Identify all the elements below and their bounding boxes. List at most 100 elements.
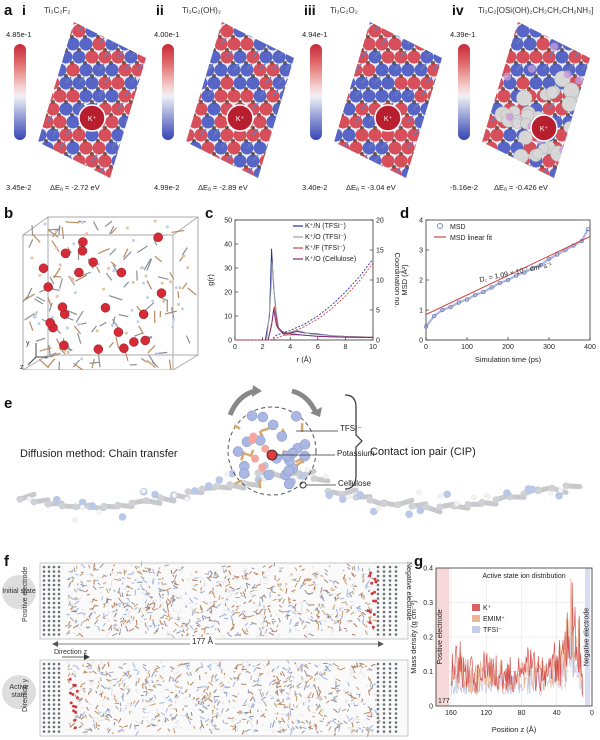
series-line <box>235 308 374 341</box>
y-tick-label: 10 <box>224 314 232 321</box>
x-tick-label: 400 <box>584 344 596 351</box>
legend-swatch <box>437 223 443 229</box>
series-line <box>235 262 374 341</box>
k-ion <box>138 309 149 320</box>
legend-swatch <box>472 604 480 611</box>
k-ion <box>368 610 372 614</box>
y-axis-title: MSD (Å²) <box>400 264 409 296</box>
oxygen-atom <box>151 490 159 499</box>
legend-entry: K⁺/F (TFSI⁻) <box>305 245 345 252</box>
msd-point <box>423 324 429 329</box>
adsorption-energy: ΔEₐ = -3.04 eV <box>346 183 396 192</box>
x-tick-label: 200 <box>502 344 514 351</box>
chart-title: Active state ion distribution <box>482 573 565 580</box>
msd-point <box>555 252 560 257</box>
k-ion <box>72 709 76 713</box>
subpanel-i: i Ti₃C₂F₂ 4.85e-1 3.45e-2 ΔEₐ = -2.72 eV K⁺ <box>4 0 152 200</box>
msd-point <box>456 300 461 305</box>
legend-entry: K⁺/O (Cellulose) <box>305 256 356 263</box>
tfsi-atom <box>267 419 279 431</box>
legend-entry: MSD linear fit <box>450 235 492 242</box>
oxygen-atom <box>191 487 199 495</box>
y-tick-label: 0 <box>228 338 232 345</box>
potassium-ion-label: K⁺ <box>236 116 245 123</box>
k-ion <box>75 696 79 700</box>
panel-a-label: a <box>4 2 13 19</box>
panel-d-label: d <box>400 205 410 222</box>
panel-b-label: b <box>4 205 14 222</box>
tfsi-atom <box>257 411 269 423</box>
formula-label: Ti₃C₂O₂ <box>330 6 358 15</box>
y-tick-label: 0 <box>429 704 433 711</box>
k-ion <box>74 267 84 278</box>
axis-y-label: y <box>26 340 30 347</box>
density-profile <box>450 582 584 698</box>
series-line <box>235 263 374 341</box>
colorbar-max: 4.94e-1 <box>302 30 328 39</box>
oxygen-atom <box>88 502 96 510</box>
y-tick-label: 0.2 <box>423 635 433 642</box>
k-ion <box>369 571 373 575</box>
oxygen-atom <box>78 498 87 507</box>
colorbar-max: 4.85e-1 <box>6 30 32 39</box>
legend-entry: EMIM⁺ <box>483 616 505 623</box>
tfsi-atom <box>238 468 250 479</box>
diffusion-method-text: Diffusion method: Chain transfer <box>20 448 178 460</box>
positive-electrode-label: Positive electrode <box>437 609 444 664</box>
y2-tick-label: 5 <box>376 308 380 315</box>
oxygen-atom <box>443 490 451 499</box>
k-ion <box>72 683 76 687</box>
positive-electrode-label-f: Positive electrode <box>22 566 29 622</box>
msd-point <box>448 304 453 310</box>
colorbar-max: 4.39e-1 <box>450 30 476 39</box>
potassium-ion-label: K⁺ <box>540 126 549 133</box>
oxygen-atom <box>405 510 413 518</box>
k-ion <box>68 677 72 681</box>
adsorption-energy: ΔEₐ = -2.89 eV <box>198 183 248 192</box>
colorbar-min: 3.40e-2 <box>302 183 328 192</box>
tfsi-atom <box>283 465 294 476</box>
msd-point <box>440 307 445 313</box>
panel-e-label: e <box>4 395 13 412</box>
legend-entry: MSD <box>450 224 466 231</box>
x-tick-label: 120 <box>480 710 492 717</box>
right-arrow <box>291 388 319 415</box>
k-ion <box>366 609 370 613</box>
ion-distribution-chart: 0 0.1 0.2 0.3 0.4 160 120 80 40 0 177 Active state … <box>410 566 594 735</box>
y2-axis-title: Coordination no. <box>393 252 400 307</box>
axis-z-label: z <box>20 364 24 370</box>
panel-c-label: c <box>205 205 214 222</box>
k-ion <box>73 726 77 730</box>
cip-circle <box>227 406 317 496</box>
x-tick-label: 100 <box>461 344 473 351</box>
potassium-ion <box>530 114 558 142</box>
oxygen-atom <box>204 482 213 490</box>
electrostatic-potential-map: K⁺ <box>186 22 294 178</box>
initial-state-badge: Initial state <box>2 575 36 609</box>
msd-point <box>522 270 527 275</box>
subpanel-iv: iv Ti₃C₂[OSi(OH)₂CH₂CH₂CH₂NH₃] 4.39e-1 -5.1… <box>448 0 596 200</box>
x-tick-label: 0 <box>424 344 428 351</box>
k-ion <box>71 692 75 696</box>
callout-potassium: Potassium <box>337 449 375 458</box>
legend-entry: K⁺ <box>483 605 492 612</box>
k-ion <box>113 327 124 337</box>
x-tick-label: 6 <box>316 344 320 351</box>
direction-y-label: Direction y <box>22 678 29 712</box>
y-tick-label: 4 <box>419 218 423 225</box>
tfsi-atom <box>281 450 292 462</box>
oxygen-atom <box>325 491 333 499</box>
diffusion-coefficient: D꜀ = 1.09 × 10⁻⁷ cm² s⁻¹ <box>479 262 553 284</box>
y2-tick-label: 20 <box>376 218 384 225</box>
y-tick-label: 3 <box>419 248 423 255</box>
series-line <box>235 258 374 341</box>
colorbar-min: 3.45e-2 <box>6 183 32 192</box>
k-ion <box>100 303 111 313</box>
k-ion <box>156 288 167 298</box>
y-axis-title: Mass density (g cm⁻³) <box>410 600 418 674</box>
msd-band <box>425 228 589 328</box>
msd-point <box>530 265 535 271</box>
tfsi-atom <box>232 446 244 457</box>
oxygen-atom <box>228 469 236 478</box>
